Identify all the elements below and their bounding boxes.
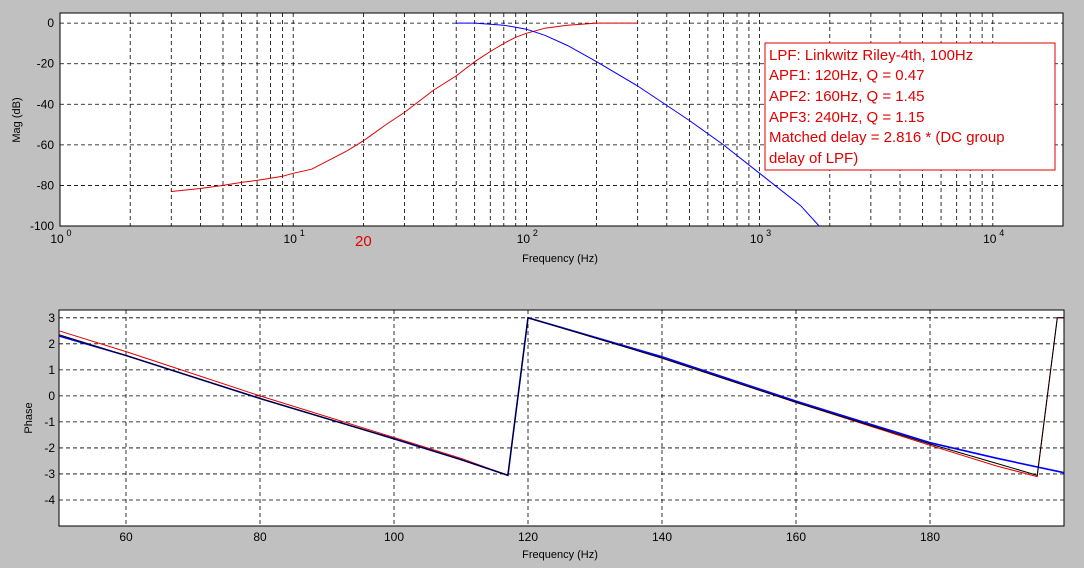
x-tick-exponent: 3 — [766, 228, 771, 238]
phase-x-label: Frequency (Hz) — [522, 549, 598, 561]
x-tick-label: 180 — [920, 530, 940, 544]
y-tick-label: -3 — [44, 467, 55, 481]
y-tick-label: 0 — [47, 16, 54, 30]
x-tick-label: 80 — [253, 530, 267, 544]
y-tick-label: -100 — [30, 219, 54, 233]
y-tick-label: -20 — [37, 57, 55, 71]
y-tick-label: -4 — [44, 493, 55, 507]
x-tick-exponent: 0 — [66, 228, 71, 238]
y-tick-label: -1 — [44, 415, 55, 429]
series-line-0 — [171, 22, 638, 192]
legend-line: APF2: 160Hz, Q = 1.45 — [769, 88, 925, 105]
y-tick-label: 1 — [48, 363, 55, 377]
y-tick-label: -2 — [44, 441, 55, 455]
legend-frame — [764, 42, 1056, 171]
y-tick-label: -40 — [37, 97, 55, 111]
magnitude-series — [171, 22, 820, 227]
x-tick-label: 60 — [119, 530, 133, 544]
x-tick-label: 120 — [518, 530, 538, 544]
x-tick-label: 10 — [983, 232, 997, 246]
legend-line: delay of LPF) — [769, 150, 858, 167]
x-tick-label: 10 — [750, 232, 764, 246]
phase-y-label: Phase — [23, 402, 35, 433]
x-tick-exponent: 1 — [300, 228, 305, 238]
magnitude-x-ticks: 10 0 10 1 10 2 10 3 10 4 — [50, 228, 1004, 246]
phase-plot-area — [58, 309, 1065, 527]
legend-line: Matched delay = 2.816 * (DC group — [769, 129, 1005, 146]
magnitude-y-label: Mag (dB) — [11, 97, 23, 142]
phase-grid — [59, 310, 1064, 526]
legend-box: LPF: Linkwitz Riley-4th, 100Hz APF1: 120… — [764, 42, 1056, 171]
y-tick-label: 3 — [48, 311, 55, 325]
y-tick-label: -80 — [37, 178, 55, 192]
y-tick-label: 2 — [48, 337, 55, 351]
annotation-20: 20 — [355, 233, 372, 250]
magnitude-y-ticks: 0 -20 -40 -60 -80 -100 — [30, 16, 54, 233]
y-tick-label: 0 — [48, 389, 55, 403]
legend-line: APF3: 240Hz, Q = 1.15 — [769, 109, 925, 126]
phase-y-ticks: 3 2 1 0 -1 -2 -3 -4 — [44, 311, 55, 507]
series-line-1 — [456, 22, 820, 227]
x-tick-label: 160 — [786, 530, 806, 544]
x-tick-exponent: 2 — [533, 228, 538, 238]
y-tick-label: -60 — [37, 138, 55, 152]
magnitude-x-label: Frequency (Hz) — [522, 253, 598, 265]
legend-line: APF1: 120Hz, Q = 0.47 — [769, 67, 925, 84]
phase-axes: 3 2 1 0 -1 -2 -3 -4 60 80 100 120 140 160 180 Frequen… — [23, 309, 1065, 561]
x-tick-label: 10 — [517, 232, 531, 246]
x-tick-label: 10 — [284, 232, 298, 246]
phase-series — [58, 316, 1065, 478]
legend-line: LPF: Linkwitz Riley-4th, 100Hz — [769, 47, 973, 64]
phase-x-ticks: 60 80 100 120 140 160 180 — [119, 530, 940, 544]
x-tick-label: 100 — [384, 530, 404, 544]
x-tick-exponent: 4 — [999, 228, 1004, 238]
x-tick-label: 140 — [652, 530, 672, 544]
x-tick-label: 10 — [50, 232, 64, 246]
magnitude-axes: 0-20-40-60-80-100 10 0 10 1 10 2 10 3 10 4 Freque… — [11, 12, 1064, 265]
series-line-2 — [58, 317, 1064, 476]
